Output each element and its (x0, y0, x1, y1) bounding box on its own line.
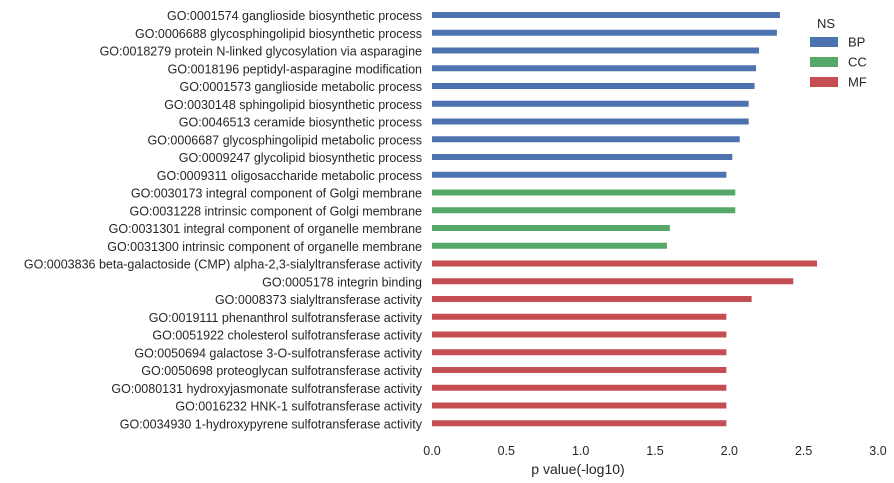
category-label: GO:0006688 glycosphingolipid biosyntheti… (135, 27, 422, 41)
bar-bp (432, 12, 780, 18)
bar-mf (432, 331, 727, 338)
category-label: GO:0003836 beta-galactoside (CMP) alpha-… (24, 258, 423, 272)
bar-mf (432, 296, 752, 302)
bar-mf (432, 420, 727, 427)
bar-cc (432, 242, 667, 249)
x-tick-label: 0.5 (498, 444, 515, 458)
bar-bp (432, 100, 749, 107)
bar-mf (432, 278, 794, 285)
category-label: GO:0001573 ganglioside metabolic process (179, 80, 422, 94)
x-tick-label: 3.0 (869, 444, 886, 458)
category-label: GO:0030148 sphingolipid biosynthetic pro… (164, 98, 422, 112)
x-tick-label: 2.0 (721, 444, 738, 458)
category-label: GO:0046513 ceramide biosynthetic process (179, 116, 422, 130)
bar-bp (432, 136, 740, 143)
legend-label-bp: BP (848, 35, 865, 50)
legend-swatch-cc (810, 57, 838, 67)
bar-bp (432, 47, 760, 54)
legend-title: NS (817, 16, 835, 31)
category-label: GO:0080131 hydroxyjasmonate sulfotransfe… (111, 382, 422, 396)
category-label: GO:0001574 ganglioside biosynthetic proc… (167, 9, 422, 23)
category-label: GO:0019111 phenanthrol sulfotransferase … (149, 311, 423, 325)
legend-swatch-bp (810, 37, 838, 47)
category-label: GO:0018279 protein N-linked glycosylatio… (100, 45, 422, 59)
bar-bp (432, 171, 727, 178)
x-tick-label: 1.0 (572, 444, 589, 458)
category-label: GO:0034930 1-hydroxypyrene sulfotransfer… (120, 417, 423, 431)
bar-mf (432, 384, 727, 391)
bar-bp (432, 65, 757, 72)
category-labels: GO:0001574 ganglioside biosynthetic proc… (24, 9, 423, 431)
bar-bp (432, 118, 749, 125)
category-label: GO:0031300 intrinsic component of organe… (107, 240, 422, 254)
x-tick-label: 2.5 (795, 444, 812, 458)
category-label: GO:0031301 integral component of organel… (109, 222, 422, 236)
category-label: GO:0016232 HNK-1 sulfotransferase activi… (175, 400, 422, 414)
category-label: GO:0050698 proteoglycan sulfotransferase… (141, 364, 422, 378)
x-tick-label: 0.0 (423, 444, 440, 458)
category-label: GO:0009311 oligosaccharide metabolic pro… (157, 169, 422, 183)
bar-cc (432, 189, 736, 196)
bar-mf (432, 349, 727, 356)
legend: NS BP CC MF (810, 16, 867, 90)
bar-mf (432, 260, 818, 267)
x-axis: 0.0 0.5 1.0 1.5 2.0 2.5 3.0 (423, 444, 886, 458)
x-axis-label: p value(-log10) (531, 461, 624, 477)
bar-mf (432, 313, 727, 320)
category-label: GO:0050694 galactose 3-O-sulfotransferas… (134, 346, 422, 360)
legend-items: BP CC MF (810, 35, 867, 90)
category-label: GO:0051922 cholesterol sulfotransferase … (152, 329, 422, 343)
category-label: GO:0008373 sialyltransferase activity (215, 293, 423, 307)
bar-mf (432, 367, 727, 373)
legend-label-cc: CC (848, 55, 867, 70)
category-label: GO:0018196 peptidyl-asparagine modificat… (168, 62, 422, 76)
bar-cc (432, 207, 736, 214)
bar-bp (432, 83, 755, 89)
category-label: GO:0031228 intrinsic component of Golgi … (129, 204, 422, 218)
bar-bp (432, 154, 733, 160)
bar-cc (432, 225, 670, 231)
bars (432, 12, 818, 427)
category-label: GO:0006687 glycosphingolipid metabolic p… (148, 133, 422, 147)
x-tick-label: 1.5 (646, 444, 663, 458)
category-label: GO:0009247 glycolipid biosynthetic proce… (179, 151, 422, 165)
category-label: GO:0030173 integral component of Golgi m… (131, 187, 422, 201)
bar-bp (432, 29, 777, 36)
legend-label-mf: MF (848, 75, 867, 90)
category-label: GO:0005178 integrin binding (262, 275, 422, 289)
legend-swatch-mf (810, 77, 838, 87)
bar-mf (432, 402, 727, 409)
